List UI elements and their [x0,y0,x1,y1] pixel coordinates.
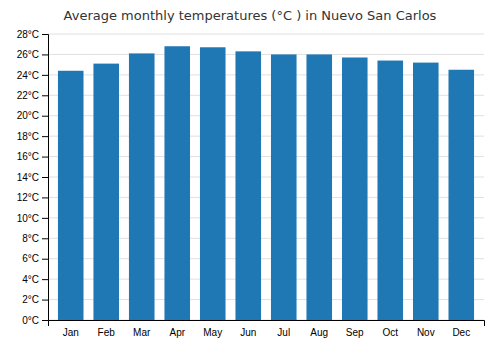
y-tick-mark [42,279,48,280]
bar [306,54,332,320]
y-tick-mark [42,95,48,96]
y-tick: 8°C [22,233,48,244]
y-tick-label: 2°C [22,294,39,305]
y-tick: 6°C [22,253,48,264]
y-tick: 22°C [17,90,48,101]
x-tick: Dec [452,327,470,338]
y-tick-mark [42,259,48,260]
y-tick-mark [42,136,48,137]
y-tick-mark [42,177,48,178]
bars [58,46,474,320]
y-tick-mark [42,218,48,219]
x-tick: Mar [133,327,151,338]
x-tick-label: Jun [240,327,256,338]
x-tick: Apr [169,327,185,338]
x-tick-label: Apr [169,327,185,338]
y-tick-mark [42,197,48,198]
x-tick: Sep [346,327,364,338]
bar [58,71,84,320]
bar [93,64,119,320]
x-tick: Feb [98,327,116,338]
bar [164,46,190,320]
y-tick-label: 28°C [17,29,39,40]
bar [129,53,155,320]
y-tick: 26°C [17,49,48,60]
x-tick-label: Mar [133,327,151,338]
y-tick: 14°C [17,172,48,183]
x-tick: Nov [417,327,435,338]
y-tick: 16°C [17,151,48,162]
x-tick-label: Jan [63,327,79,338]
x-tick-label: Dec [452,327,470,338]
y-tick-label: 22°C [17,90,39,101]
y-tick-label: 6°C [22,253,39,264]
y-tick-label: 26°C [17,49,39,60]
y-tick: 10°C [17,213,48,224]
y-tick-mark [42,34,48,35]
y-tick-label: 24°C [17,70,39,81]
x-tick-label: Sep [346,327,364,338]
y-tick-label: 8°C [22,233,39,244]
y-axis: 0°C 2°C 4°C 6°C 8°C 10°C 12°C 14°C 16°C 18°C 20°C 2… [17,29,49,326]
y-tick-mark [42,54,48,55]
bar [413,63,439,320]
x-tick-label: Jul [277,327,290,338]
chart-title: Average monthly temperatures (°C ) in Nu… [64,8,437,23]
y-tick-mark [42,300,48,301]
y-tick-label: 10°C [17,213,39,224]
grid [48,34,484,320]
y-tick-label: 20°C [17,110,39,121]
y-tick: 28°C [17,29,48,40]
y-tick: 12°C [17,192,48,203]
y-tick: 0°C [22,315,48,326]
y-tick-mark [42,238,48,239]
y-tick-label: 12°C [17,192,39,203]
bar [271,54,297,320]
y-tick-mark [42,157,48,158]
y-axis-line [42,35,49,321]
x-tick: Aug [310,327,328,338]
x-tick: Jan [63,327,79,338]
y-tick-mark [42,75,48,76]
chart-container: Average monthly temperatures (°C ) in Nu… [0,0,500,350]
grid-line [48,34,484,35]
y-tick-mark [42,116,48,117]
y-tick-label: 4°C [22,274,39,285]
x-tick-label: Oct [382,327,398,338]
y-tick: 2°C [22,294,48,305]
x-tick-label: Feb [98,327,116,338]
y-tick-label: 14°C [17,172,39,183]
grid-line [48,54,484,55]
x-tick: Oct [382,327,398,338]
y-tick-label: 16°C [17,151,39,162]
y-tick: 18°C [17,131,48,142]
x-axis-line [49,321,485,327]
bar [235,51,261,320]
x-tick-label: Aug [310,327,328,338]
y-tick: 20°C [17,110,48,121]
y-tick-mark [42,320,48,321]
x-tick: Jul [277,327,290,338]
plot-area: 0°C 2°C 4°C 6°C 8°C 10°C 12°C 14°C 16°C 18°C 20°C 2… [17,29,485,338]
bar [448,70,474,320]
bar [342,57,368,320]
x-tick-label: Nov [417,327,435,338]
y-tick: 4°C [22,274,48,285]
y-tick-label: 0°C [22,315,39,326]
x-tick: Jun [240,327,256,338]
x-axis: Jan Feb Mar Apr May Jun Jul Aug Sep Oct Nov Dec [49,321,485,339]
x-tick-label: May [203,327,222,338]
bar [200,47,226,320]
x-tick: May [203,327,222,338]
bar [377,61,403,320]
chart-svg: Average monthly temperatures (°C ) in Nu… [0,0,500,350]
y-tick: 24°C [17,70,48,81]
y-tick-label: 18°C [17,131,39,142]
